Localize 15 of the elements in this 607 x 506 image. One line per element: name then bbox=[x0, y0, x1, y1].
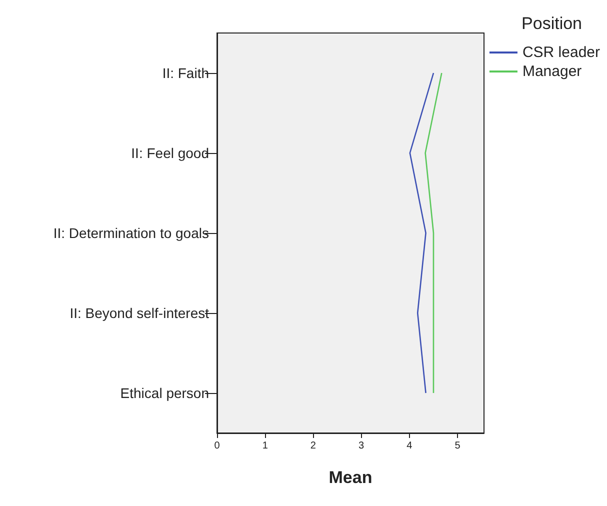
legend-label: CSR leader bbox=[522, 44, 600, 61]
x-axis-title: Mean bbox=[328, 468, 372, 487]
y-tick-label: II: Beyond self-interest bbox=[70, 305, 210, 321]
legend-title: Position bbox=[522, 14, 582, 33]
y-tick-label: II: Feel good bbox=[131, 145, 209, 161]
x-tick-label: 0 bbox=[214, 440, 220, 452]
y-tick-label: II: Determination to goals bbox=[53, 225, 209, 241]
x-tick-label: 1 bbox=[262, 440, 268, 452]
y-tick-label: Ethical person bbox=[120, 385, 209, 401]
legend-label: Manager bbox=[522, 63, 582, 80]
x-tick-label: 2 bbox=[310, 440, 316, 452]
x-tick-label: 5 bbox=[454, 440, 461, 452]
y-tick-label: II: Faith bbox=[162, 65, 209, 81]
x-tick-label: 3 bbox=[358, 440, 365, 452]
x-tick-label: 4 bbox=[406, 440, 413, 452]
